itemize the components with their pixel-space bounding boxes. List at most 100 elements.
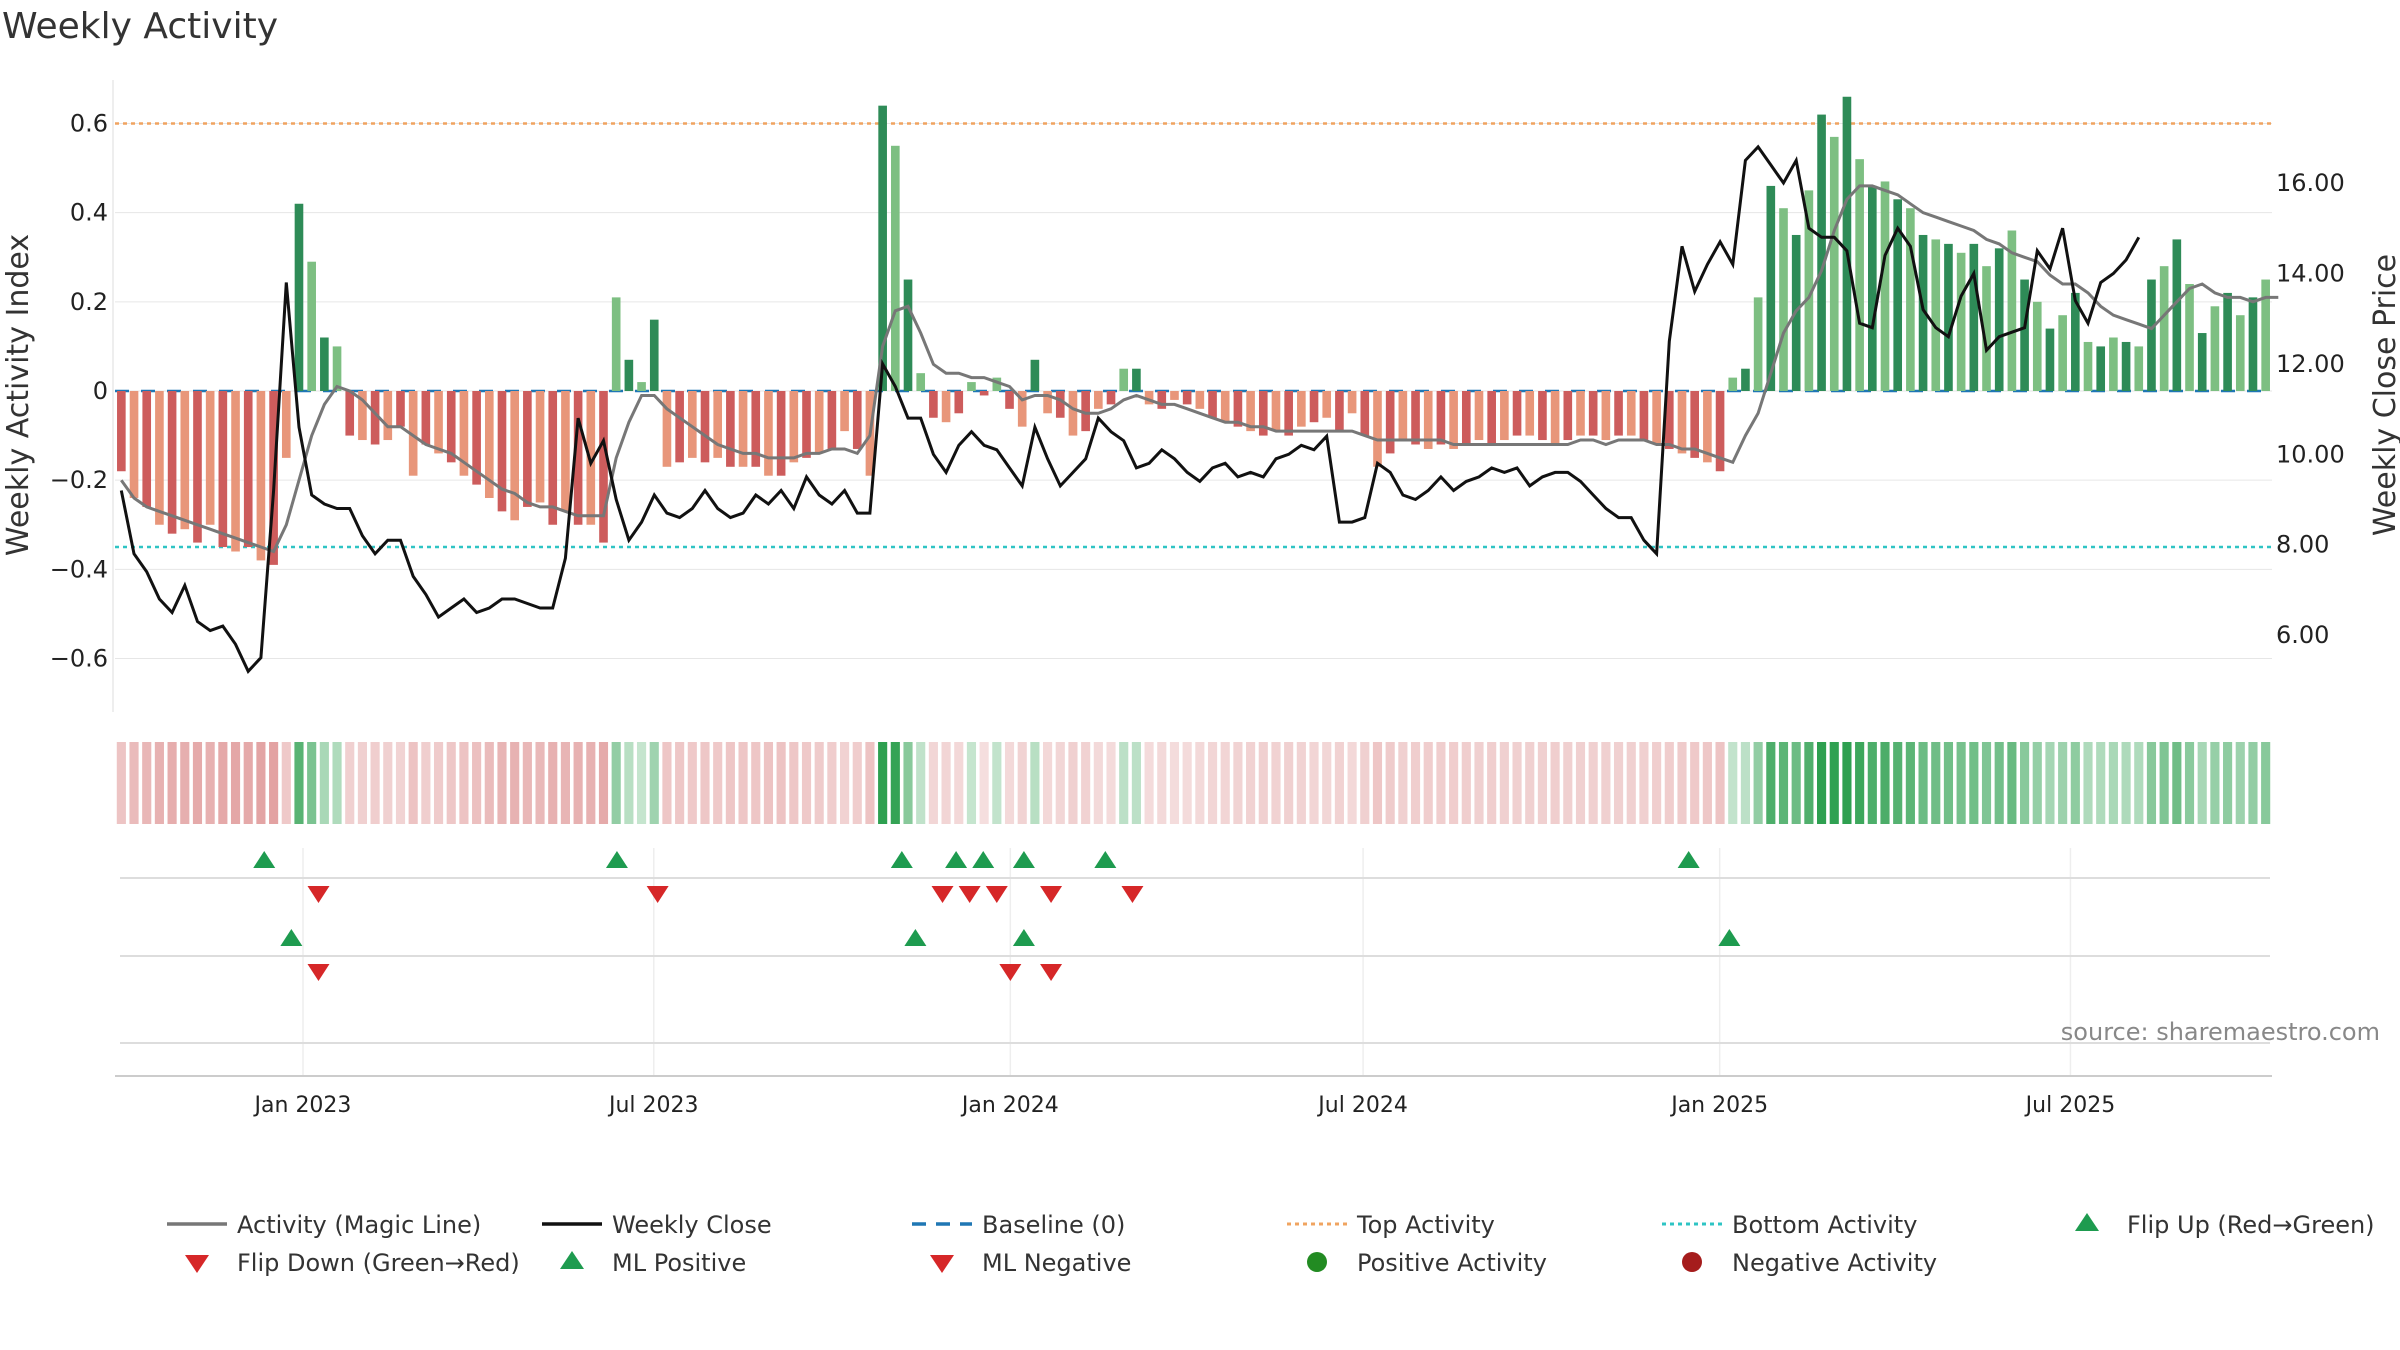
activity-bar (1893, 199, 1903, 391)
activity-bar (281, 391, 291, 458)
activity-bar (1271, 391, 1281, 432)
legend-swatch (1682, 1252, 1702, 1272)
legend-label: Negative Activity (1732, 1249, 1937, 1277)
activity-bar (891, 145, 900, 391)
heat-cell (687, 742, 697, 824)
ml-negative-marker (999, 964, 1022, 981)
y-left-tick-label: −0.2 (50, 466, 108, 494)
heat-cell (1563, 742, 1573, 824)
activity-bar (1779, 208, 1788, 391)
activity-bar (472, 391, 481, 485)
activity-bar (1474, 391, 1484, 441)
heat-cell (1575, 742, 1586, 824)
legend-label: Bottom Activity (1732, 1211, 1917, 1239)
legend-item: ML Negative (930, 1249, 1131, 1277)
weekly-close-series (119, 144, 2141, 674)
y-left-tick-label: −0.6 (50, 645, 108, 673)
activity-bar (1017, 391, 1027, 427)
activity-bar (2172, 239, 2182, 391)
activity-bar (1969, 243, 1979, 391)
series-lines (119, 144, 2279, 674)
heat-cell (2058, 742, 2068, 824)
heat-cell (1334, 742, 1344, 824)
legend-item: Activity (Magic Line) (167, 1211, 481, 1239)
heat-cell (446, 742, 456, 824)
y-axis-left-label: Weekly Activity Index (1, 234, 36, 556)
activity-bar (1246, 391, 1255, 432)
ml-negative-marker (307, 964, 330, 981)
activity-bar (1614, 391, 1623, 436)
heat-cell (459, 742, 469, 824)
heat-cell (763, 742, 774, 824)
activity-bar (1373, 391, 1382, 467)
flip-down-marker (931, 886, 954, 903)
heat-cell (1487, 742, 1497, 824)
heat-cell (142, 742, 152, 824)
activity-bar (320, 337, 329, 391)
heat-cell (840, 742, 850, 824)
heat-cell (573, 742, 583, 824)
heat-cell (2121, 742, 2131, 824)
heat-cell (2134, 742, 2144, 824)
heat-cell (2083, 742, 2093, 824)
activity-bar (2109, 337, 2118, 391)
heat-cell (1842, 742, 1852, 824)
activity-bar (789, 391, 799, 463)
heat-cell (1017, 742, 1027, 824)
legend-label: ML Positive (612, 1249, 746, 1277)
activity-bar (637, 382, 646, 391)
heat-cell (776, 742, 786, 824)
heat-cell (1372, 742, 1383, 824)
heat-cell (256, 742, 266, 824)
activity-bar (2020, 279, 2029, 391)
activity-bar (1360, 391, 1370, 436)
heat-cell (916, 742, 926, 824)
heat-cell (497, 742, 507, 824)
activity-bar (1500, 391, 1509, 441)
heat-cell (1043, 742, 1053, 824)
heat-cell (738, 742, 748, 824)
heat-cell (1994, 742, 2004, 824)
y-right-tick-label: 16.00 (2276, 169, 2345, 197)
heat-cell (1778, 742, 1789, 824)
heat-cell (230, 742, 241, 824)
heat-cell (1436, 742, 1446, 824)
activity-bar (1829, 136, 1839, 391)
heat-cell (1157, 742, 1167, 824)
heat-cell (1195, 742, 1205, 824)
y-left-tick-label: −0.4 (50, 555, 108, 583)
activity-bar (1525, 391, 1535, 436)
activity-bar (1626, 391, 1636, 436)
heat-cell (395, 742, 406, 824)
activity-bar (2045, 328, 2055, 391)
heat-cell (2146, 742, 2157, 824)
activity-bar (510, 391, 519, 521)
heat-cell (878, 742, 888, 824)
heat-cell (1867, 742, 1877, 824)
activity-bar (193, 391, 202, 543)
activity-bar (1639, 391, 1649, 441)
activity-bar (1855, 159, 1864, 391)
activity-bar (700, 391, 710, 463)
heat-cell (2032, 742, 2042, 824)
activity-bar (1043, 391, 1052, 414)
activity-bar (1703, 391, 1712, 463)
heat-cell (2210, 742, 2220, 824)
activity-bar (1918, 234, 1928, 391)
flip-up-marker (890, 851, 913, 868)
legend-label: Weekly Close (612, 1211, 772, 1239)
heat-cell (1284, 742, 1294, 824)
heat-cell (1816, 742, 1827, 824)
activity-bar (180, 391, 190, 530)
activity-bar (751, 391, 761, 467)
activity-bar (611, 297, 621, 391)
activity-bar (2096, 346, 2106, 391)
legend-label: Top Activity (1356, 1211, 1495, 1239)
activity-bar (1982, 266, 1991, 391)
y-right-tick-label: 14.00 (2276, 259, 2345, 287)
activity-bar (1068, 391, 1078, 436)
activity-bar (1538, 391, 1547, 441)
activity-bar (1563, 391, 1573, 441)
heat-cell (1106, 742, 1116, 824)
